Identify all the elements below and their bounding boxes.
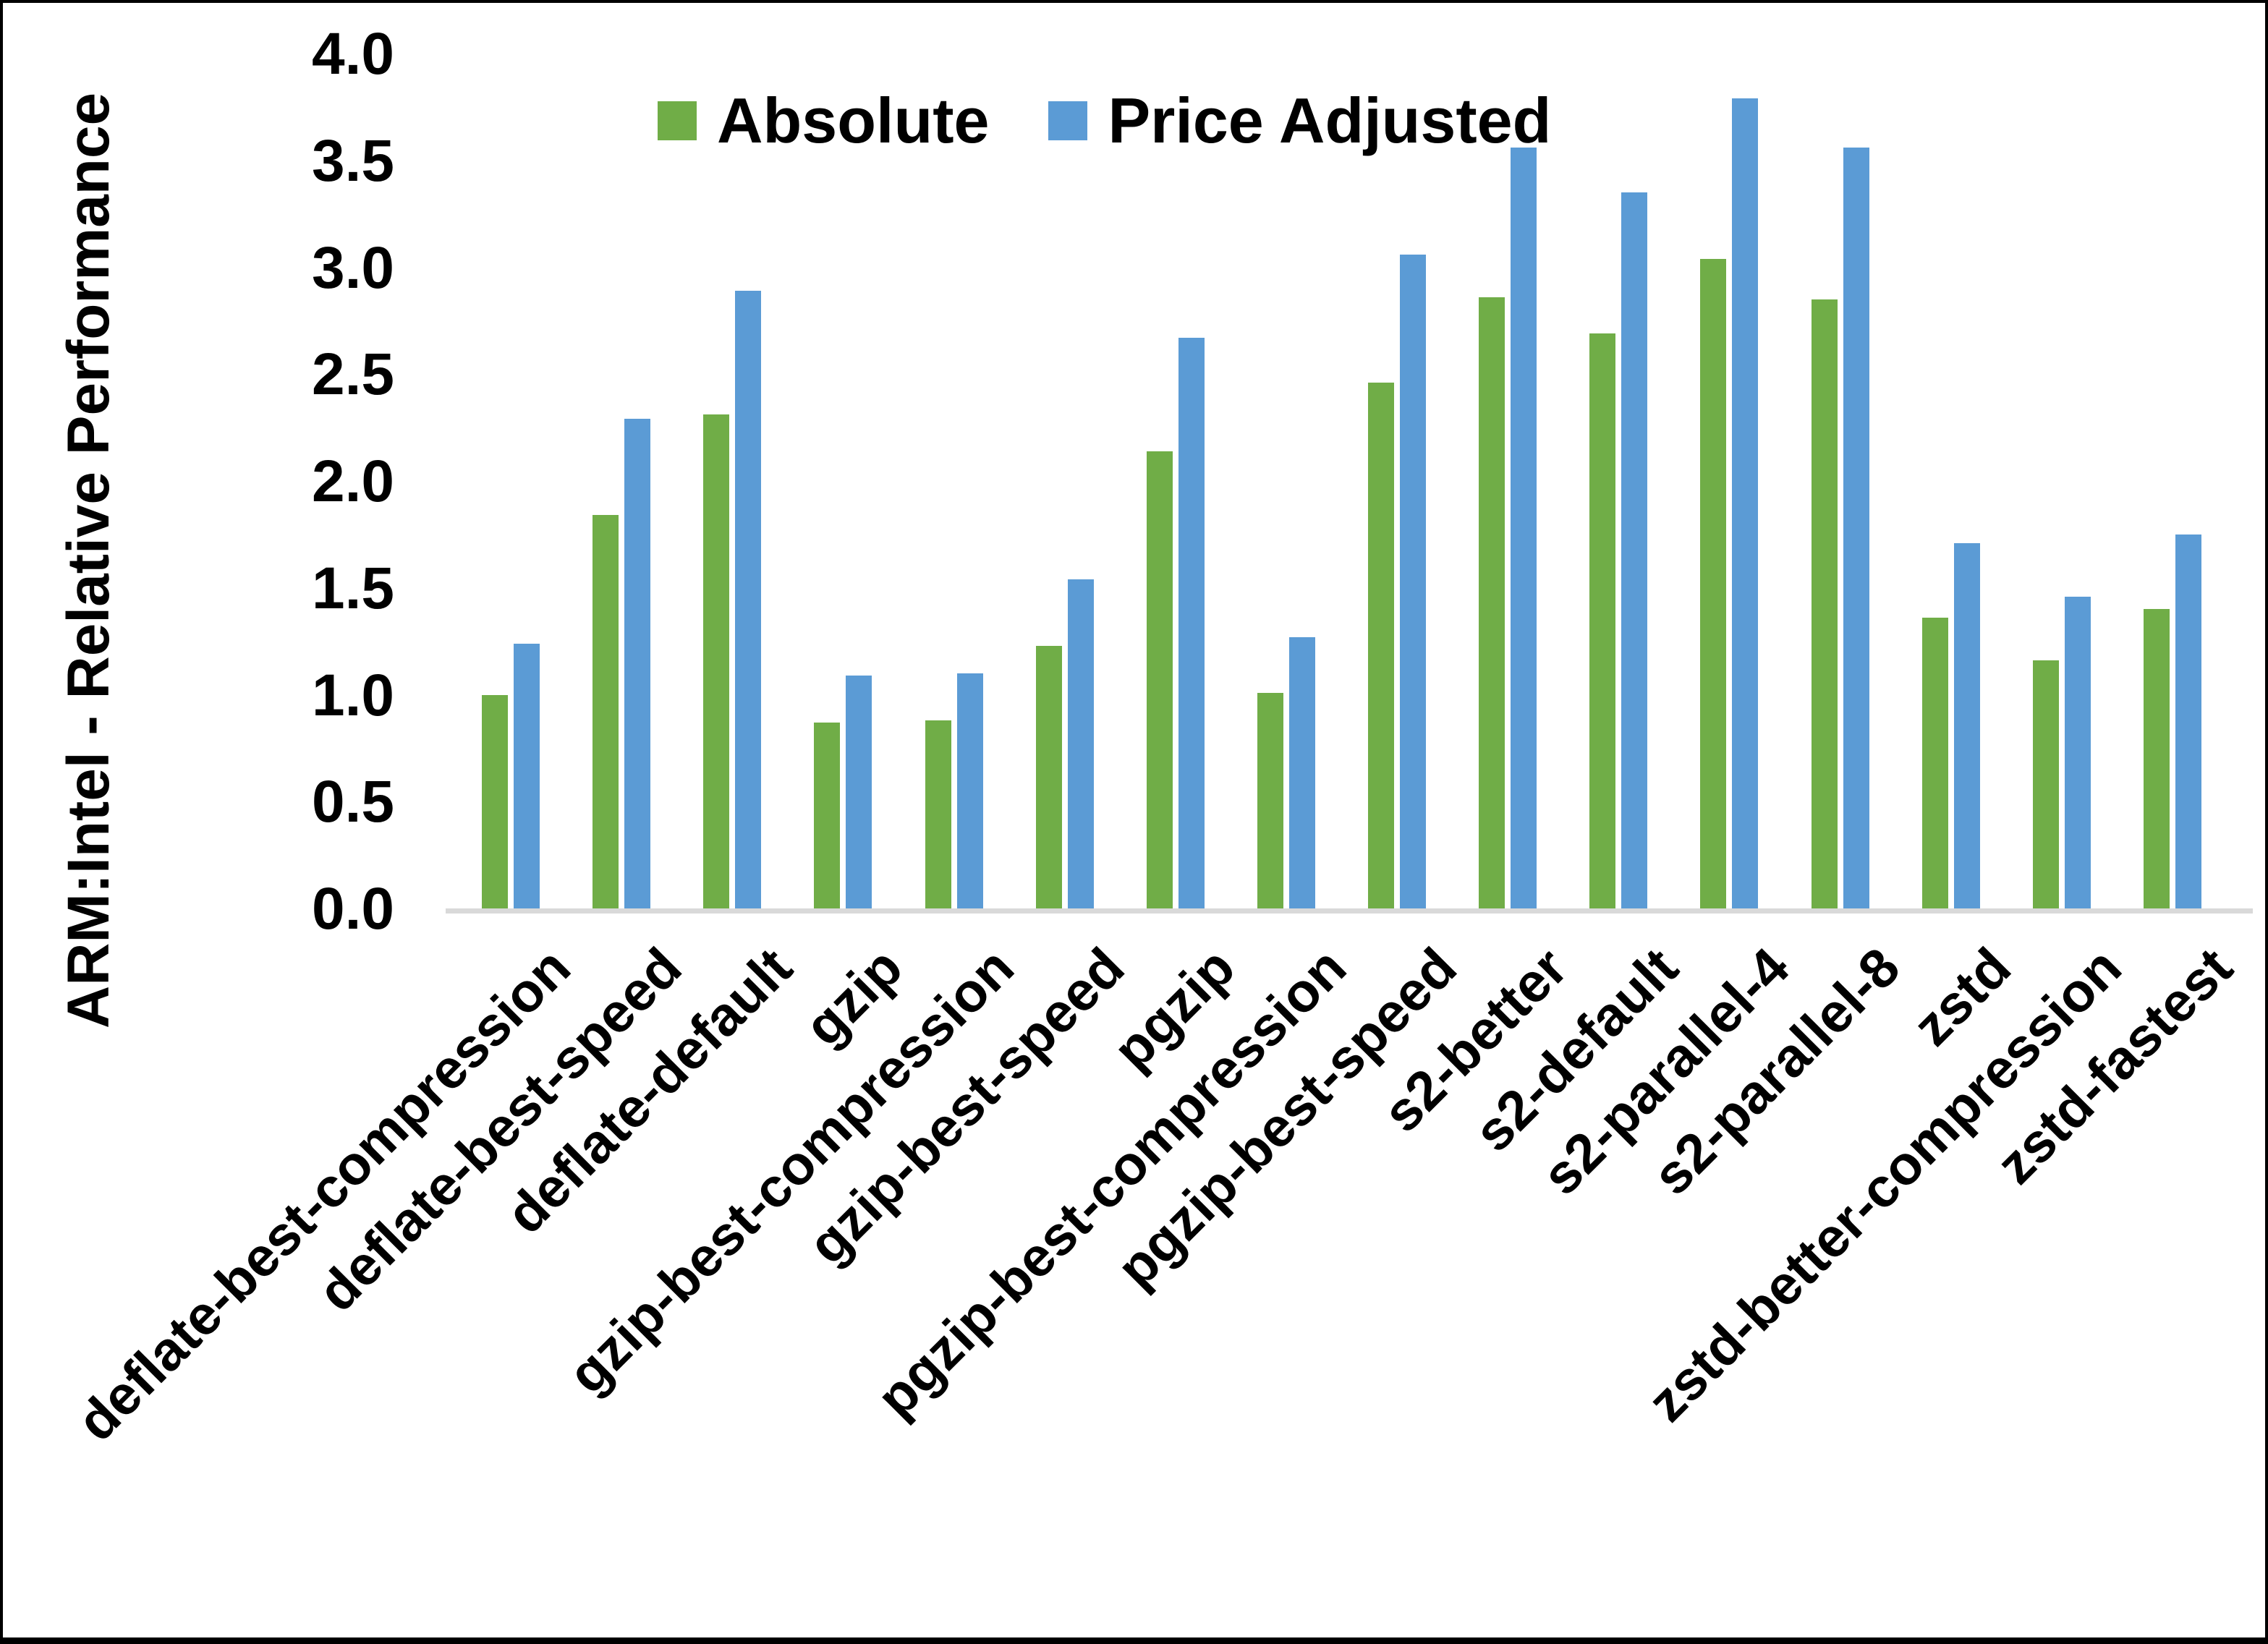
- bar-absolute-s2-parallel-4: [1700, 258, 1727, 911]
- bar-price-adjusted-s2-parallel-8: [1843, 148, 1869, 911]
- legend-swatch-price-adjusted: [1048, 101, 1088, 140]
- bar-price-adjusted-gzip-best-speed: [1067, 579, 1094, 911]
- bar-price-adjusted-zstd: [1953, 542, 1980, 911]
- bar-absolute-deflate-best-speed: [593, 515, 619, 911]
- bar-price-adjusted-deflate-default: [735, 291, 762, 911]
- bar-price-adjusted-s2-better: [1511, 148, 1537, 911]
- bar-price-adjusted-zstd-better-compression: [2064, 596, 2091, 911]
- bar-price-adjusted-deflate-best-compression: [514, 643, 540, 911]
- y-tick-label: 4.0: [312, 21, 394, 88]
- bar-absolute-zstd-better-compression: [2032, 660, 2059, 911]
- y-tick-label: 0.5: [312, 769, 394, 835]
- bar-absolute-pgzip-best-speed: [1368, 383, 1395, 911]
- bar-price-adjusted-pgzip: [1178, 338, 1205, 911]
- y-axis-title: ARM:Intel - Relative Performance: [56, 92, 122, 1028]
- bar-absolute-deflate-best-compression: [482, 694, 508, 911]
- bar-price-adjusted-deflate-best-speed: [624, 419, 651, 911]
- bar-absolute-zstd: [1921, 618, 1948, 911]
- legend-label-price-adjusted: Price Adjusted: [1108, 85, 1552, 156]
- bar-absolute-s2-default: [1589, 333, 1616, 911]
- legend-item-price-adjusted: Price Adjusted: [1048, 84, 1551, 158]
- bar-absolute-pgzip: [1146, 451, 1173, 911]
- bar-price-adjusted-pgzip-best-speed: [1400, 254, 1427, 911]
- bar-price-adjusted-s2-default: [1621, 192, 1648, 911]
- y-tick-label: 3.0: [312, 234, 394, 301]
- legend-label-absolute: Absolute: [717, 85, 990, 156]
- y-tick-label: 0.0: [312, 876, 394, 942]
- bar-absolute-gzip: [814, 722, 841, 911]
- legend: Absolute Price Adjusted: [658, 84, 1551, 158]
- bar-price-adjusted-gzip-best-compression: [956, 673, 983, 911]
- bar-absolute-gzip-best-speed: [1035, 645, 1062, 911]
- bar-price-adjusted-zstd-fastest: [2175, 534, 2201, 911]
- bar-absolute-zstd-fastest: [2143, 609, 2170, 911]
- x-axis-line: [446, 908, 2253, 913]
- bar-price-adjusted-pgzip-best-compression: [1288, 636, 1315, 911]
- bar-absolute-pgzip-best-compression: [1257, 692, 1283, 911]
- y-tick-label: 1.5: [312, 555, 394, 621]
- bar-absolute-gzip-best-compression: [925, 720, 951, 911]
- y-tick-label: 2.5: [312, 341, 394, 408]
- legend-swatch-absolute: [658, 101, 697, 140]
- y-tick-label: 2.0: [312, 448, 394, 515]
- bar-price-adjusted-s2-parallel-4: [1732, 98, 1759, 911]
- y-tick-label: 3.5: [312, 127, 394, 194]
- bar-absolute-deflate-default: [703, 414, 730, 911]
- legend-item-absolute: Absolute: [658, 84, 989, 158]
- bar-absolute-s2-parallel-8: [1811, 299, 1838, 911]
- y-tick-label: 1.0: [312, 662, 394, 728]
- bar-absolute-s2-better: [1479, 297, 1505, 911]
- bar-price-adjusted-gzip: [846, 675, 872, 911]
